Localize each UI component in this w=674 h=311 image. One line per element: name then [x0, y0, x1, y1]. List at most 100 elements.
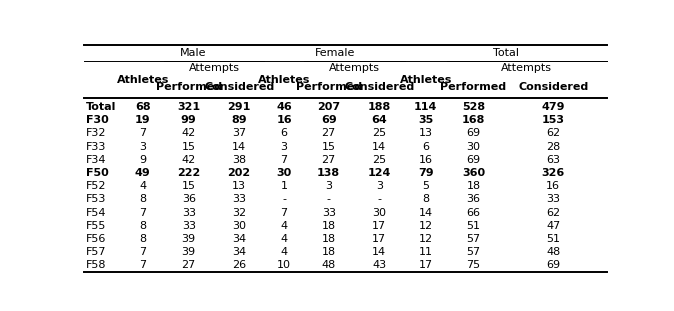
Text: 38: 38 — [232, 155, 246, 165]
Text: 75: 75 — [466, 260, 481, 270]
Text: 8: 8 — [140, 234, 146, 244]
Text: 99: 99 — [181, 115, 197, 125]
Text: 36: 36 — [182, 194, 195, 204]
Text: Total: Total — [86, 102, 117, 112]
Text: 49: 49 — [135, 168, 150, 178]
Text: 27: 27 — [321, 128, 336, 138]
Text: 15: 15 — [321, 142, 336, 151]
Text: F54: F54 — [86, 207, 107, 218]
Text: 14: 14 — [232, 142, 246, 151]
Text: 12: 12 — [419, 234, 433, 244]
Text: 7: 7 — [280, 155, 288, 165]
Text: 5: 5 — [423, 181, 429, 191]
Text: 33: 33 — [182, 221, 195, 231]
Text: 39: 39 — [182, 247, 195, 257]
Text: 153: 153 — [542, 115, 565, 125]
Text: 3: 3 — [140, 142, 146, 151]
Text: 479: 479 — [542, 102, 565, 112]
Text: 32: 32 — [232, 207, 246, 218]
Text: Performed: Performed — [440, 82, 506, 92]
Text: 6: 6 — [280, 128, 288, 138]
Text: 25: 25 — [372, 155, 386, 165]
Text: 30: 30 — [372, 207, 386, 218]
Text: 57: 57 — [466, 247, 481, 257]
Text: 42: 42 — [181, 128, 196, 138]
Text: 64: 64 — [371, 115, 388, 125]
Text: 207: 207 — [317, 102, 340, 112]
Text: 12: 12 — [419, 221, 433, 231]
Text: 188: 188 — [368, 102, 391, 112]
Text: 18: 18 — [321, 221, 336, 231]
Text: 16: 16 — [547, 181, 560, 191]
Text: 57: 57 — [466, 234, 481, 244]
Text: 18: 18 — [321, 234, 336, 244]
Text: F53: F53 — [86, 194, 106, 204]
Text: 124: 124 — [368, 168, 391, 178]
Text: 30: 30 — [466, 142, 481, 151]
Text: 27: 27 — [321, 155, 336, 165]
Text: 89: 89 — [231, 115, 247, 125]
Text: 28: 28 — [546, 142, 561, 151]
Text: 14: 14 — [372, 247, 386, 257]
Text: 46: 46 — [276, 102, 292, 112]
Text: 39: 39 — [182, 234, 195, 244]
Text: 26: 26 — [232, 260, 246, 270]
Text: Attempts: Attempts — [329, 63, 380, 73]
Text: 15: 15 — [182, 142, 195, 151]
Text: Considered: Considered — [204, 82, 274, 92]
Text: 68: 68 — [135, 102, 150, 112]
Text: 4: 4 — [280, 247, 288, 257]
Text: F52: F52 — [86, 181, 107, 191]
Text: 3: 3 — [280, 142, 288, 151]
Text: -: - — [327, 194, 331, 204]
Text: 69: 69 — [321, 115, 336, 125]
Text: 33: 33 — [182, 207, 195, 218]
Text: Athletes: Athletes — [258, 75, 310, 85]
Text: 51: 51 — [466, 221, 481, 231]
Text: 30: 30 — [276, 168, 292, 178]
Text: 4: 4 — [280, 234, 288, 244]
Text: 7: 7 — [140, 207, 146, 218]
Text: 202: 202 — [228, 168, 251, 178]
Text: Considered: Considered — [344, 82, 415, 92]
Text: 13: 13 — [419, 128, 433, 138]
Text: Attempts: Attempts — [501, 63, 552, 73]
Text: 7: 7 — [140, 128, 146, 138]
Text: -: - — [282, 194, 286, 204]
Text: 3: 3 — [326, 181, 332, 191]
Text: 4: 4 — [280, 221, 288, 231]
Text: F56: F56 — [86, 234, 106, 244]
Text: Male: Male — [180, 48, 206, 58]
Text: 33: 33 — [547, 194, 560, 204]
Text: 17: 17 — [419, 260, 433, 270]
Text: F32: F32 — [86, 128, 107, 138]
Text: 16: 16 — [419, 155, 433, 165]
Text: Performed: Performed — [156, 82, 222, 92]
Text: 47: 47 — [546, 221, 561, 231]
Text: 222: 222 — [177, 168, 200, 178]
Text: 528: 528 — [462, 102, 485, 112]
Text: 34: 34 — [232, 247, 246, 257]
Text: 4: 4 — [140, 181, 146, 191]
Text: 1: 1 — [280, 181, 288, 191]
Text: 114: 114 — [415, 102, 437, 112]
Text: 69: 69 — [546, 260, 560, 270]
Text: 8: 8 — [140, 194, 146, 204]
Text: F33: F33 — [86, 142, 106, 151]
Text: 35: 35 — [419, 115, 433, 125]
Text: F30: F30 — [86, 115, 109, 125]
Text: F50: F50 — [86, 168, 109, 178]
Text: 326: 326 — [542, 168, 565, 178]
Text: F57: F57 — [86, 247, 107, 257]
Text: 62: 62 — [546, 128, 560, 138]
Text: 138: 138 — [317, 168, 340, 178]
Text: 69: 69 — [466, 155, 481, 165]
Text: 7: 7 — [140, 247, 146, 257]
Text: 43: 43 — [372, 260, 386, 270]
Text: 62: 62 — [546, 207, 560, 218]
Text: 8: 8 — [140, 221, 146, 231]
Text: 42: 42 — [181, 155, 196, 165]
Text: 27: 27 — [181, 260, 196, 270]
Text: 291: 291 — [227, 102, 251, 112]
Text: 17: 17 — [372, 221, 386, 231]
